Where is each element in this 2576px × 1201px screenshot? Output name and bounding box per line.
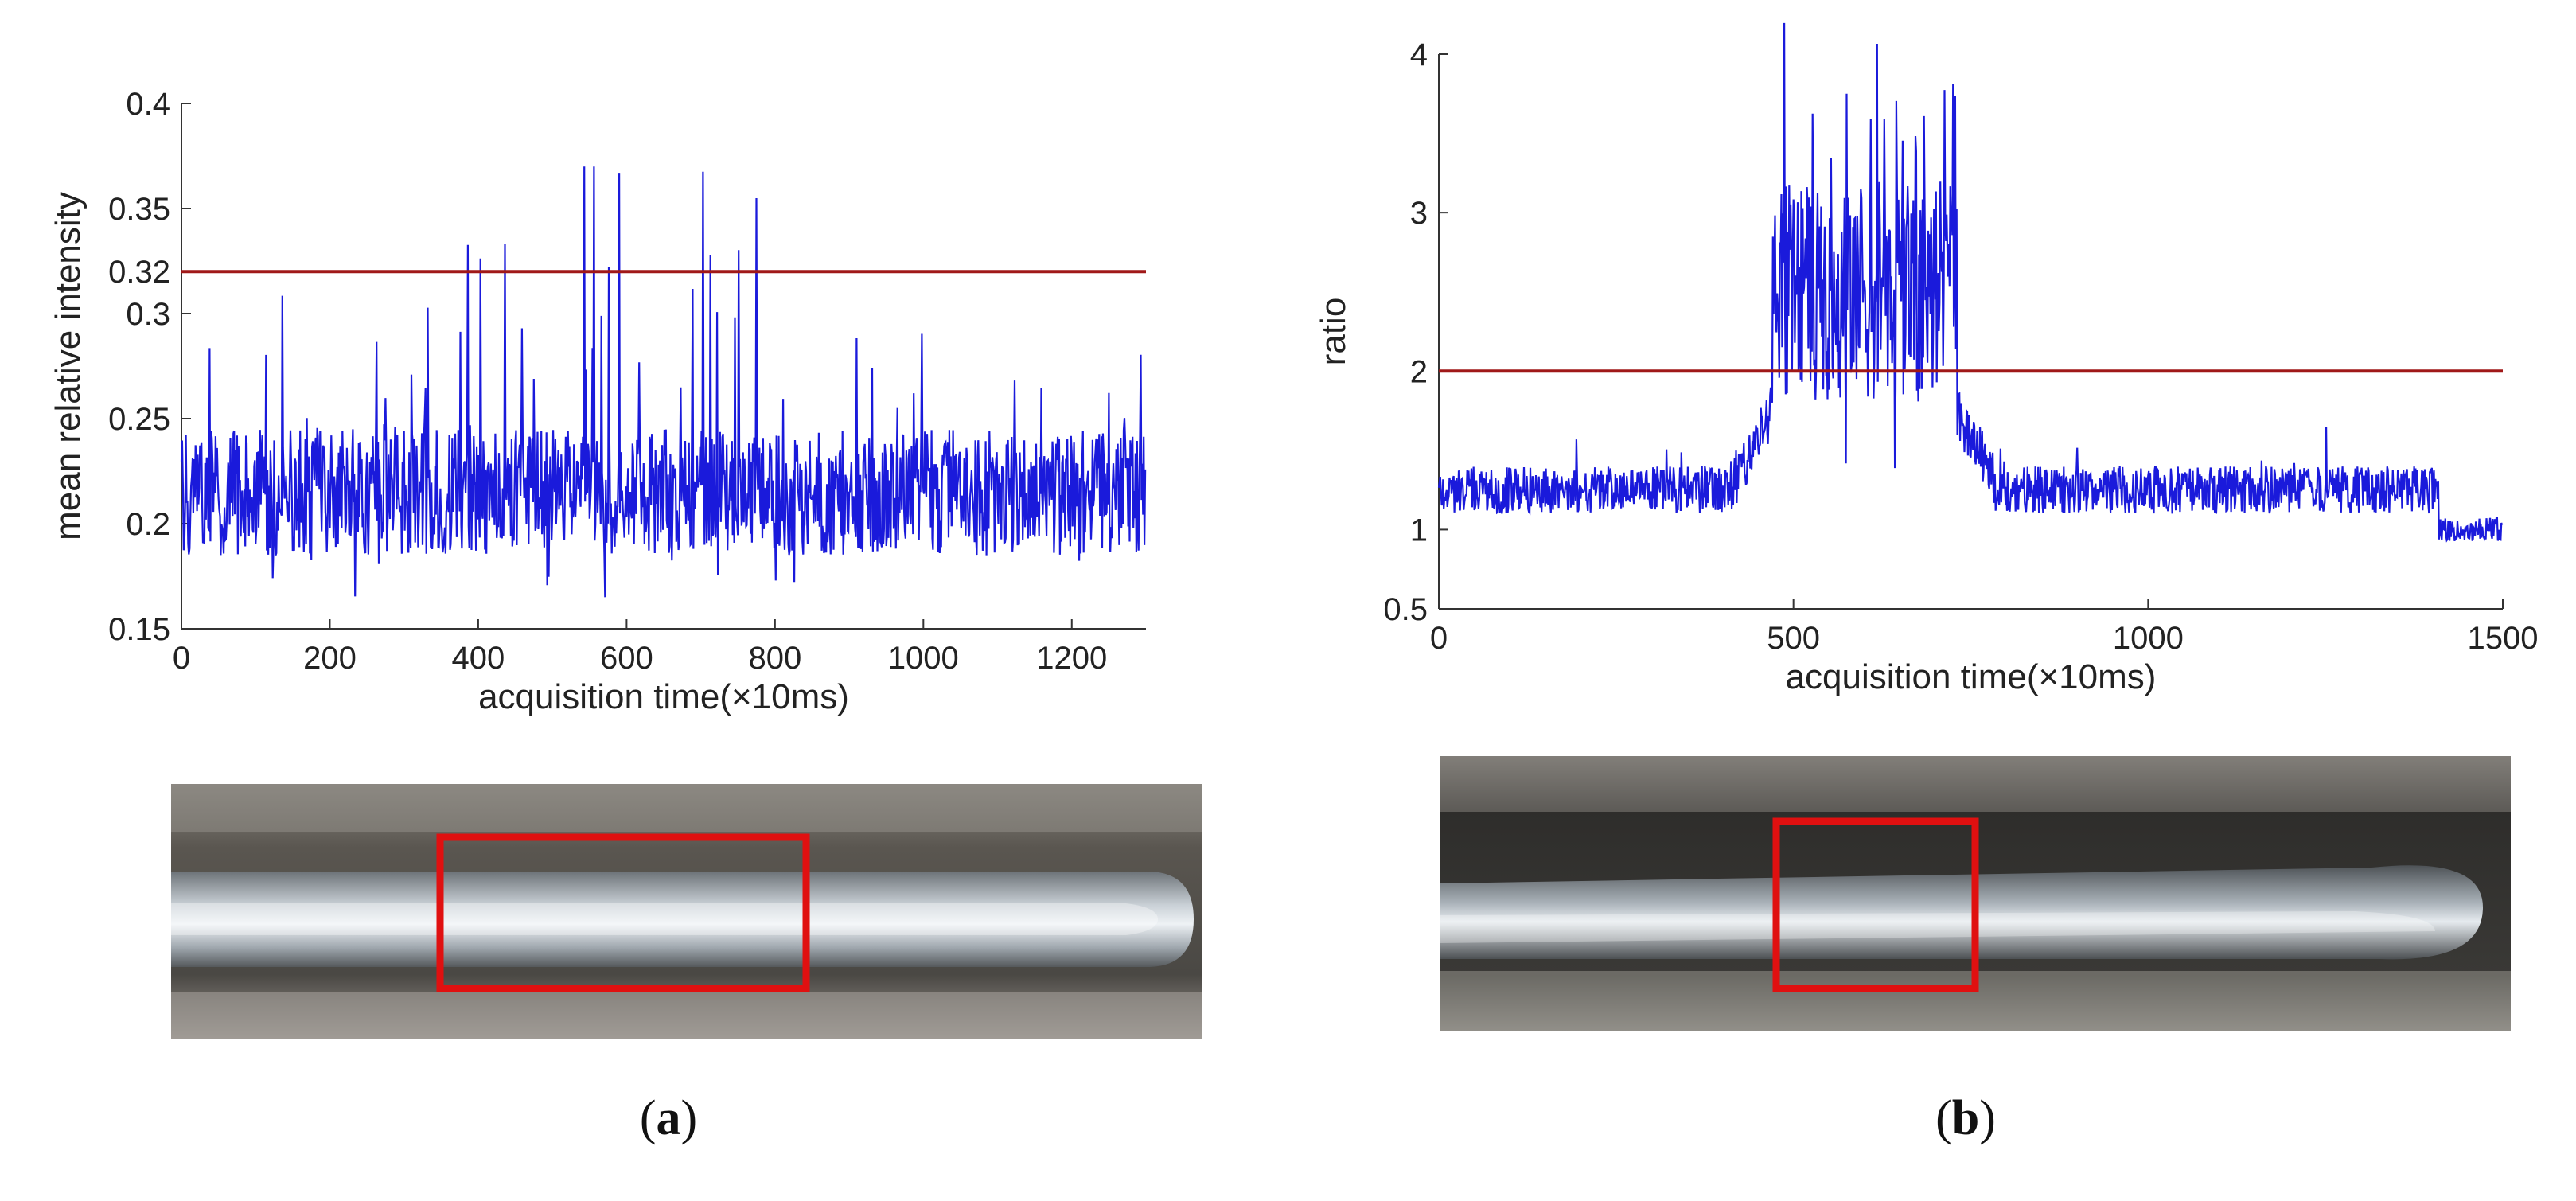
defect-box-b <box>1772 817 1979 992</box>
y-tick-label: 4 <box>1410 37 1428 72</box>
panel-label-a: (a) <box>639 1091 698 1145</box>
y-tick-label: 0.25 <box>108 402 170 437</box>
x-tick-label: 0 <box>1430 621 1448 656</box>
x-tick-label: 600 <box>600 641 653 676</box>
y-tick-label: 1 <box>1410 513 1428 548</box>
y-tick-label: 3 <box>1410 196 1428 231</box>
y-tick-label: 0.3 <box>126 297 170 332</box>
y-tick-label: 0.15 <box>108 612 170 647</box>
chart-a: 0.15 0.2 0.25 0.3 0.32 0.35 0.4 0 200 400 600 800 10… <box>49 87 1147 716</box>
y-tick-label: 0.5 <box>1383 592 1428 627</box>
x-tick-label: 1000 <box>888 641 959 676</box>
y-tick-label: 0.35 <box>108 192 170 227</box>
y-tick-label: 0.32 <box>108 255 170 290</box>
x-tick-label: 1500 <box>2468 621 2539 656</box>
weld-seam-image-a <box>171 784 1202 1039</box>
chart-b: 0.5 1 2 3 4 0 500 1000 1500 acquisition time(×10m… <box>1314 22 2539 696</box>
weld-photo-a <box>171 784 1202 1039</box>
x-tick-label: 0 <box>173 641 190 676</box>
series-line <box>1437 22 2504 543</box>
weld-photo-b <box>1440 756 2511 1031</box>
x-tick-label: 500 <box>1767 621 1820 656</box>
weld-seam-image-b <box>1440 756 2511 1031</box>
y-axis-label: ratio <box>1314 298 1353 366</box>
y-tick-label: 2 <box>1410 354 1428 389</box>
x-tick-label: 1000 <box>2113 621 2184 656</box>
y-tick-label: 0.2 <box>126 507 170 542</box>
x-tick-label: 400 <box>452 641 505 676</box>
x-tick-label: 1200 <box>1036 641 1107 676</box>
x-tick-label: 200 <box>303 641 357 676</box>
y-tick-label: 0.4 <box>126 87 170 122</box>
panel-label-b: (b) <box>1935 1091 1996 1145</box>
y-axis-label: mean relative intensity <box>49 192 88 540</box>
x-axis-label: acquisition time(×10ms) <box>478 677 849 716</box>
x-axis-label: acquisition time(×10ms) <box>1786 657 2157 696</box>
x-tick-label: 800 <box>748 641 801 676</box>
defect-box-a <box>436 833 810 992</box>
series-line <box>180 166 1147 598</box>
